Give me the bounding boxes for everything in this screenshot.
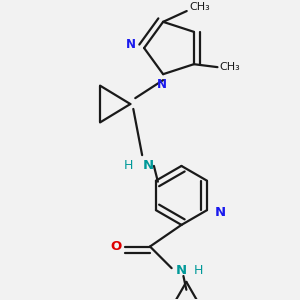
Text: N: N (126, 38, 136, 51)
Text: CH₃: CH₃ (220, 62, 241, 72)
Text: H: H (124, 159, 133, 172)
Text: H: H (194, 264, 203, 277)
Text: N: N (215, 206, 226, 219)
Text: N: N (176, 264, 187, 277)
Text: O: O (110, 240, 121, 253)
Text: N: N (142, 159, 154, 172)
Text: N: N (157, 77, 167, 91)
Text: CH₃: CH₃ (189, 2, 210, 12)
